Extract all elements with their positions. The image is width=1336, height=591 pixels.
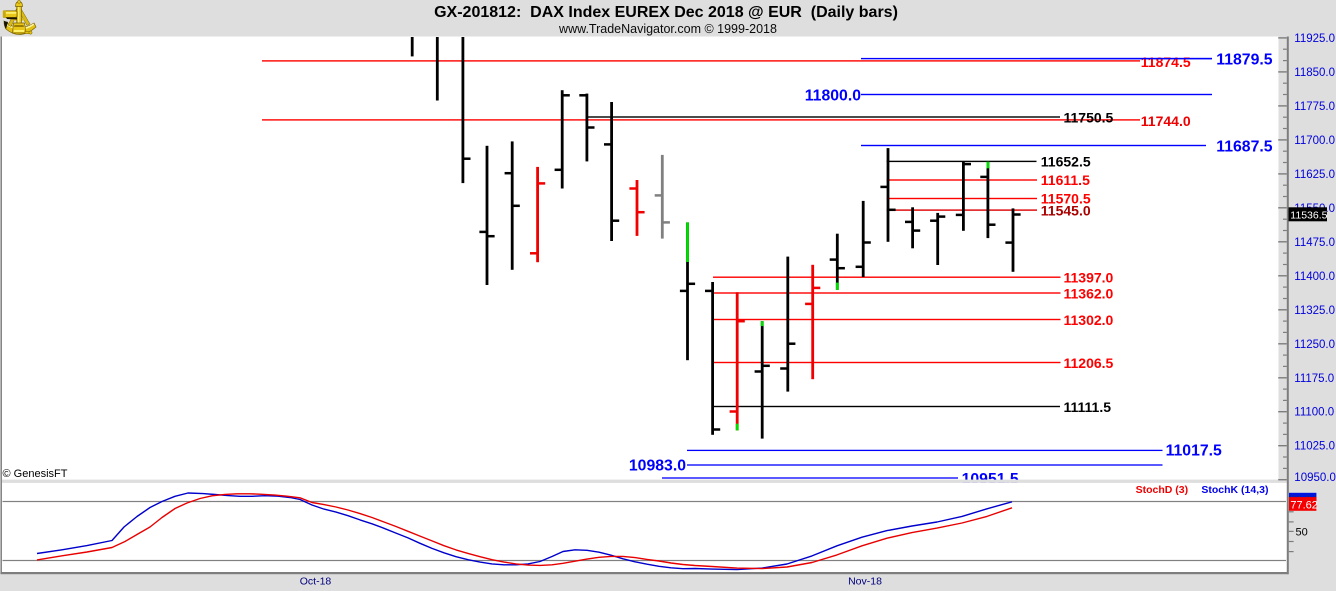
svg-text:11206.5: 11206.5 xyxy=(1064,355,1114,371)
svg-text:11850.0: 11850.0 xyxy=(1294,67,1335,79)
svg-text:11536.5: 11536.5 xyxy=(1290,209,1327,221)
svg-text:11017.5: 11017.5 xyxy=(1166,443,1222,460)
svg-text:10983.0: 10983.0 xyxy=(629,458,686,475)
svg-text:11611.5: 11611.5 xyxy=(1041,172,1090,188)
svg-text:11397.0: 11397.0 xyxy=(1064,270,1114,286)
svg-text:11400.0: 11400.0 xyxy=(1294,271,1335,283)
svg-text:11652.5: 11652.5 xyxy=(1041,154,1091,170)
svg-text:11325.0: 11325.0 xyxy=(1294,305,1335,317)
svg-text:11775.0: 11775.0 xyxy=(1294,101,1335,113)
svg-text:11362.0: 11362.0 xyxy=(1064,286,1114,302)
svg-text:StochD (3): StochD (3) xyxy=(1136,484,1189,496)
svg-text:11687.5: 11687.5 xyxy=(1216,139,1272,156)
svg-text:11874.5: 11874.5 xyxy=(1141,54,1191,70)
svg-text:Oct-18: Oct-18 xyxy=(300,576,332,588)
svg-text:Nov-18: Nov-18 xyxy=(848,576,882,588)
svg-text:www.TradeNavigator.com © 1999-: www.TradeNavigator.com © 1999-2018 xyxy=(558,22,777,36)
svg-text:11800.0: 11800.0 xyxy=(805,88,861,105)
svg-text:11111.5: 11111.5 xyxy=(1064,399,1112,415)
svg-text:11175.0: 11175.0 xyxy=(1294,373,1334,385)
svg-text:11879.5: 11879.5 xyxy=(1216,52,1272,69)
svg-text:11570.5: 11570.5 xyxy=(1041,191,1091,207)
svg-text:GX-201812: DAX Index EUREX De: GX-201812: DAX Index EUREX Dec 2018 @ EU… xyxy=(434,4,898,21)
svg-text:77.62: 77.62 xyxy=(1290,500,1318,512)
svg-text:11700.0: 11700.0 xyxy=(1294,135,1335,147)
svg-text:11250.0: 11250.0 xyxy=(1294,339,1335,351)
svg-text:11545.0: 11545.0 xyxy=(1041,202,1091,218)
svg-text:StochK (14,3): StochK (14,3) xyxy=(1201,484,1268,496)
svg-text:11025.0: 11025.0 xyxy=(1294,441,1335,453)
svg-text:10950.0: 10950.0 xyxy=(1294,472,1336,484)
svg-text:© GenesisFT: © GenesisFT xyxy=(3,468,68,480)
svg-text:11100.0: 11100.0 xyxy=(1294,407,1334,419)
svg-text:11925.0: 11925.0 xyxy=(1294,33,1335,45)
svg-text:11744.0: 11744.0 xyxy=(1141,113,1191,129)
svg-text:11625.0: 11625.0 xyxy=(1294,169,1335,181)
svg-text:11475.0: 11475.0 xyxy=(1294,237,1335,249)
svg-text:11750.5: 11750.5 xyxy=(1064,110,1114,126)
svg-text:50: 50 xyxy=(1296,526,1308,538)
svg-text:11302.0: 11302.0 xyxy=(1064,312,1114,328)
